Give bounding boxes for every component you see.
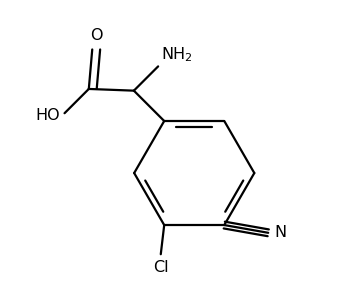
Text: N: N: [274, 225, 286, 240]
Text: O: O: [90, 28, 102, 43]
Text: Cl: Cl: [153, 260, 168, 275]
Text: HO: HO: [36, 108, 60, 123]
Text: NH$_2$: NH$_2$: [161, 45, 192, 64]
